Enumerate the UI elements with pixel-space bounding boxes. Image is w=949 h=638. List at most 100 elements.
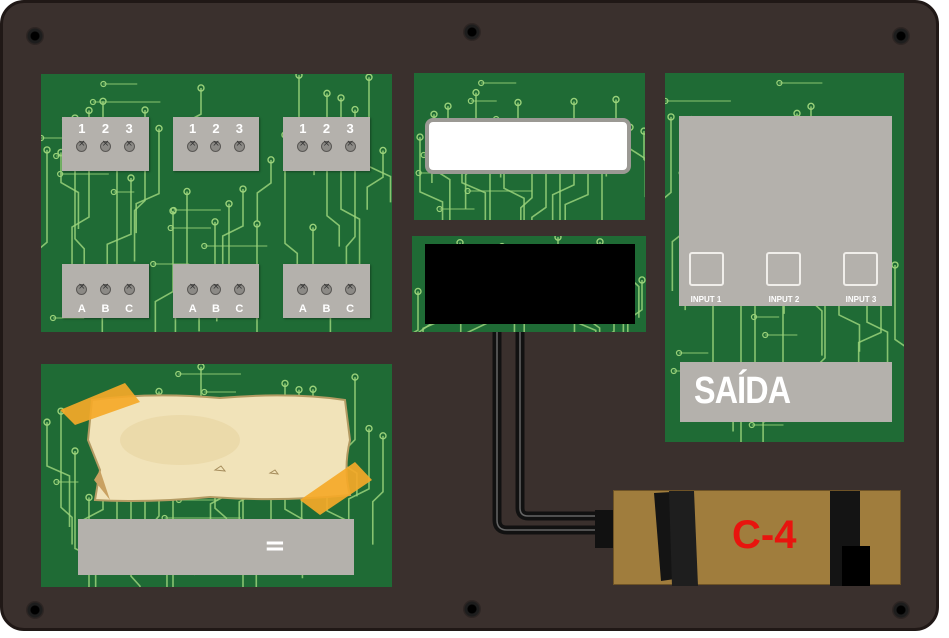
circuit-trace <box>643 131 645 162</box>
circuit-trace <box>894 265 904 347</box>
pin-label: C <box>125 303 134 315</box>
circuit-pad <box>211 218 219 226</box>
pin-label: 1 <box>299 121 307 136</box>
circuit-pad <box>436 205 443 213</box>
circuit-trace <box>164 401 188 471</box>
pin-label: 1 <box>78 121 86 136</box>
pin-socket[interactable] <box>99 139 111 152</box>
pin-label: 3 <box>235 121 243 136</box>
circuit-pad <box>197 364 205 371</box>
circuit-pad <box>365 424 373 433</box>
input-1-slot[interactable] <box>689 252 724 286</box>
circuit-trace <box>256 159 272 222</box>
circuit-trace <box>106 178 132 283</box>
circuit-pad <box>467 97 474 105</box>
circuit-pad <box>640 127 645 135</box>
circuit-pad <box>337 94 345 102</box>
connector-block-top: 1 2 3 <box>173 117 259 171</box>
circuit-pad <box>71 447 79 455</box>
circuit-pad <box>514 98 522 107</box>
pin-socket[interactable] <box>320 282 332 295</box>
pin-socket[interactable] <box>320 139 332 152</box>
pin-socket[interactable] <box>123 139 135 152</box>
circuit-pad <box>155 124 163 133</box>
pin-labels: A B C <box>181 303 251 315</box>
circuit-trace <box>154 210 174 332</box>
input-3-label: INPUT 3 <box>845 295 877 304</box>
pin-label: B <box>212 303 220 315</box>
input-3-slot[interactable] <box>843 252 878 286</box>
pin-socket[interactable] <box>297 139 309 152</box>
code-display <box>425 118 631 174</box>
circuit-pad <box>472 88 480 97</box>
circuit-pad <box>309 385 317 393</box>
circuit-trace <box>60 411 73 545</box>
circuit-trace <box>371 435 384 545</box>
pin-socket[interactable] <box>76 282 88 295</box>
circuit-pad <box>267 156 275 164</box>
circuit-pad <box>554 236 562 241</box>
pin-socket[interactable] <box>76 139 88 152</box>
circuit-pad <box>891 261 899 269</box>
circuit-pad <box>167 224 174 232</box>
circuit-pad <box>638 276 646 284</box>
pin-labels: 1 2 3 <box>181 121 251 136</box>
circuit-pad <box>89 98 97 106</box>
circuit-pad <box>670 367 677 375</box>
pin-socket[interactable] <box>344 282 356 295</box>
pin-socket[interactable] <box>210 282 222 295</box>
circuit-pad <box>53 152 60 160</box>
pin-socket[interactable] <box>297 282 309 295</box>
pin-label: C <box>346 303 355 315</box>
circuit-pad <box>309 223 317 232</box>
pin-socket[interactable] <box>187 139 199 152</box>
screen-display <box>425 244 635 324</box>
pin-socket[interactable] <box>187 282 199 295</box>
circuit-pad <box>323 89 331 98</box>
input-2-slot[interactable] <box>766 252 801 286</box>
circuit-trace <box>629 127 645 198</box>
circuit-trace <box>591 158 603 220</box>
pin-label: C <box>235 303 244 315</box>
circuit-pad <box>127 174 135 182</box>
circuit-pad <box>351 373 359 381</box>
circuit-pad <box>53 478 60 486</box>
screw-icon <box>26 27 44 45</box>
circuit-pad <box>665 97 669 105</box>
pin-label: B <box>322 303 331 315</box>
pin-socket[interactable] <box>233 139 245 152</box>
pin-label: A <box>77 303 86 315</box>
circuit-pad <box>750 313 758 321</box>
circuit-trace <box>256 223 278 332</box>
output-title-plate: SAÍDA <box>680 362 892 422</box>
input-2-label: INPUT 2 <box>768 295 800 304</box>
circuit-trace <box>298 389 308 465</box>
pin-labels: 1 2 3 <box>70 121 141 136</box>
circuit-trace <box>537 151 561 220</box>
circuit-pad <box>43 418 51 426</box>
pin-socket[interactable] <box>210 139 222 152</box>
circuit-trace <box>366 150 384 210</box>
pin-socket[interactable] <box>123 282 135 295</box>
circuit-trace <box>412 291 419 332</box>
pin-socket[interactable] <box>344 139 356 152</box>
circuit-trace <box>187 366 202 455</box>
circuit-trace <box>60 152 80 229</box>
c4-explosive: C-4 <box>613 490 901 586</box>
screw-icon <box>892 601 910 619</box>
circuit-pad <box>225 200 233 208</box>
circuit-pad <box>667 113 675 121</box>
circuit-trace <box>345 109 356 270</box>
answer-field[interactable]: = <box>78 519 354 575</box>
pin-socket[interactable] <box>233 282 245 295</box>
screw-icon <box>892 27 910 45</box>
pin-labels: A B C <box>70 303 141 315</box>
pin-label: 1 <box>189 121 197 136</box>
connector-block-bottom: A B C <box>173 264 259 318</box>
equals-symbol: = <box>264 531 286 561</box>
screw-icon <box>26 601 44 619</box>
pin-socket[interactable] <box>99 282 111 295</box>
circuit-pad <box>239 185 247 193</box>
circuit-pad <box>295 74 303 79</box>
